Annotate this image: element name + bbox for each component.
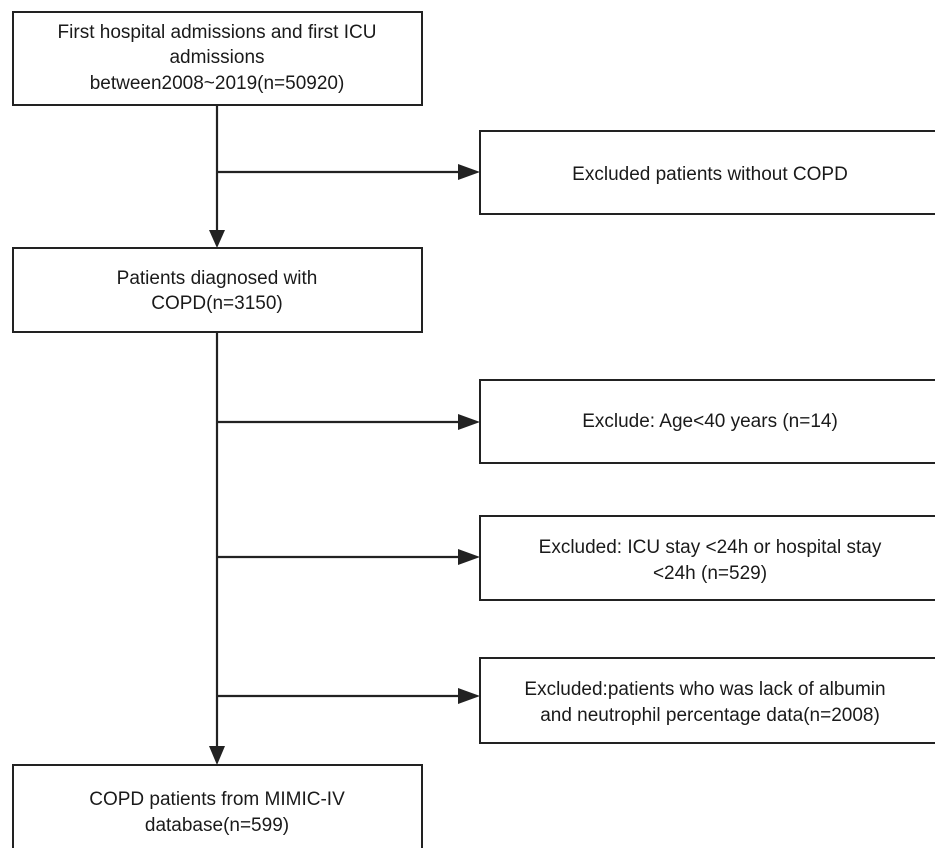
- node-text: Patients diagnosed with: [117, 268, 318, 289]
- node-text: Excluded: ICU stay <24h or hospital stay: [539, 537, 882, 558]
- node-text: Excluded:patients who was lack of albumi…: [524, 679, 885, 700]
- arrow-head: [458, 688, 480, 704]
- arrow-head: [209, 746, 225, 765]
- node-text: between2008~2019(n=50920): [90, 73, 345, 94]
- node-box: [479, 515, 935, 601]
- node-box: [479, 657, 935, 744]
- arrow-head: [458, 549, 480, 565]
- connectors: [209, 105, 480, 765]
- node-text: Excluded patients without COPD: [572, 164, 848, 185]
- node-box: [479, 130, 935, 215]
- node-text: admissions: [169, 47, 264, 68]
- node-text: Exclude: Age<40 years (n=14): [582, 411, 838, 432]
- node-text: First hospital admissions and first ICU: [58, 22, 377, 43]
- node-text: COPD patients from MIMIC-IV: [89, 789, 345, 810]
- arrow-head: [458, 164, 480, 180]
- node-text: database(n=599): [145, 815, 289, 836]
- arrow-head: [209, 230, 225, 248]
- node-box: [12, 11, 423, 106]
- node-text: and neutrophil percentage data(n=2008): [540, 705, 880, 726]
- node-box: [12, 247, 423, 333]
- node-text: COPD(n=3150): [151, 293, 282, 314]
- node-box: [12, 764, 423, 848]
- node-box: [479, 379, 935, 464]
- node-text: <24h (n=529): [653, 563, 767, 584]
- arrow-head: [458, 414, 480, 430]
